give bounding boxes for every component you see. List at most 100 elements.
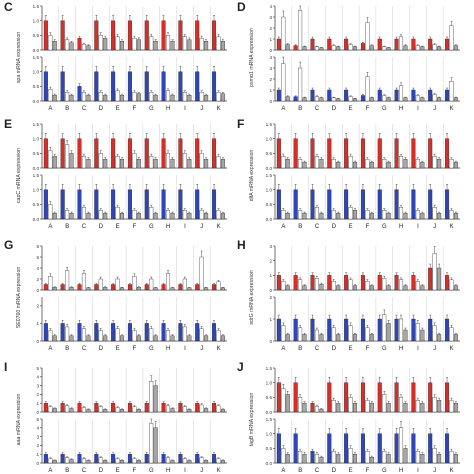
bar [81, 328, 86, 342]
bar [319, 283, 324, 291]
bar [331, 159, 336, 169]
bar [360, 433, 365, 464]
x-tick-label: H [399, 106, 403, 112]
bar [182, 210, 187, 220]
bar [327, 189, 332, 220]
y-tick-label: 3 [269, 15, 272, 20]
bar [293, 138, 298, 169]
bar [285, 44, 290, 51]
bar [69, 212, 74, 220]
bar [144, 189, 149, 220]
bar [298, 279, 303, 291]
y-tick-label: 8 [36, 244, 39, 249]
bar [281, 16, 286, 51]
bar [127, 323, 132, 342]
bar [310, 403, 315, 413]
bar [161, 71, 166, 102]
bar [149, 381, 154, 413]
bar [331, 210, 336, 220]
bar [310, 189, 315, 220]
x-tick-label: A [48, 224, 52, 230]
bar [178, 323, 183, 342]
bar [377, 38, 382, 51]
bar [178, 189, 183, 220]
x-tick-label: J [200, 346, 203, 352]
y-tick-label: 0 [269, 99, 272, 104]
bar [293, 96, 298, 102]
x-tick-label: E [116, 468, 120, 474]
y-tick-label: 0.5 [266, 446, 273, 451]
bar [365, 76, 370, 102]
y-tick-label: 1.0 [266, 187, 273, 192]
bar [437, 212, 442, 220]
bar [348, 207, 353, 220]
bar [187, 460, 192, 464]
x-tick-label: G [382, 468, 387, 474]
bar [377, 275, 382, 291]
x-tick-label: C [315, 106, 320, 112]
bar [69, 459, 74, 464]
panel-letter-h: H [237, 238, 246, 252]
bar [302, 403, 307, 413]
y-axis-title: dltA mRNA expression [249, 150, 255, 202]
bar [120, 41, 125, 51]
bar [319, 47, 324, 51]
subplot-bottom: 0.0 0.5 1.0 1.5 A B C D E F G H I J K [33, 55, 227, 112]
bar [216, 92, 221, 102]
bar [48, 458, 53, 464]
x-tick-label: I [417, 224, 419, 230]
bar [120, 159, 125, 169]
bar [394, 318, 399, 342]
x-tick-label: A [48, 106, 52, 112]
bar [298, 451, 303, 464]
bar [144, 284, 149, 291]
x-tick-label: J [433, 468, 436, 474]
bar [153, 94, 158, 102]
y-tick-label: 2 [269, 26, 272, 31]
y-tick-label: 4 [36, 426, 39, 431]
bar [394, 138, 399, 169]
bar [199, 92, 204, 102]
bar [204, 460, 209, 464]
bar [60, 403, 65, 413]
subplot-bottom: 0 1 2 A B C D E F G H I J K [269, 295, 460, 352]
y-tick-label: 3 [269, 66, 272, 71]
bar [360, 382, 365, 413]
bar [369, 45, 374, 51]
y-tick-label: 1 [36, 401, 39, 406]
x-tick-label: B [298, 346, 302, 352]
panel-letter-i: I [4, 360, 7, 374]
bar [415, 159, 420, 169]
bar [348, 44, 353, 51]
bar [432, 253, 437, 291]
bar [170, 212, 175, 220]
bar [195, 284, 200, 291]
bar [428, 138, 433, 169]
x-tick-label: I [184, 346, 186, 352]
bar [86, 460, 91, 464]
bar [98, 406, 103, 413]
bar [111, 71, 116, 102]
bar [298, 10, 303, 51]
bar [216, 281, 221, 291]
bar [199, 38, 204, 51]
x-tick-label: C [315, 346, 320, 352]
x-tick-label: E [349, 106, 353, 112]
x-tick-label: C [315, 468, 320, 474]
bar [195, 138, 200, 169]
x-tick-label: J [200, 224, 203, 230]
bar [43, 138, 48, 169]
bar [120, 409, 125, 413]
y-tick-label: 0.5 [266, 151, 273, 156]
y-tick-label: 0.5 [33, 151, 40, 156]
bar [348, 279, 353, 291]
bar [220, 159, 225, 169]
x-tick-label: K [217, 346, 221, 352]
bar [411, 89, 416, 102]
bar [199, 328, 204, 342]
bar [386, 47, 391, 51]
y-tick-label: 0.5 [33, 84, 40, 89]
bar [69, 153, 74, 169]
bar [199, 210, 204, 220]
